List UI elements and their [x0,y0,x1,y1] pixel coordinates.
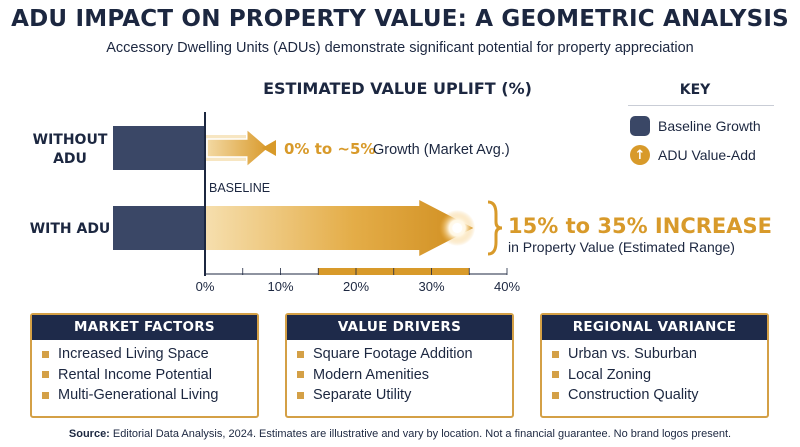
annotation-without-adu-text: Growth (Market Avg.) [373,142,510,158]
list-item-text: Local Zoning [568,366,652,383]
bullet-icon [42,371,49,379]
x-tick-label: 40% [494,279,520,294]
list-item-text: Construction Quality [568,387,699,404]
legend-label-baseline: Baseline Growth [658,118,761,134]
list-item-text: Rental Income Potential [58,366,212,383]
list-item-text: Increased Living Space [58,346,209,363]
list-item: Modern Amenities [297,365,512,386]
source-label: Source: [68,428,110,440]
bullet-icon [552,391,559,399]
page-title: ADU IMPACT ON PROPERTY VALUE: A GEOMETRI… [11,6,789,32]
baseline-bar-with-adu [113,206,205,250]
baseline-swatch-icon [630,116,650,136]
bullet-icon [297,350,304,358]
annotation-with-adu-text: in Property Value (Estimated Range) [508,239,735,255]
list-item: Urban vs. Suburban [552,344,767,365]
chart-title: ESTIMATED VALUE UPLIFT (%) [263,79,532,98]
bullet-icon [552,371,559,379]
list-item: Multi-Generational Living [42,385,257,406]
bullet-icon [297,371,304,379]
list-item: Construction Quality [552,385,767,406]
adu-arrow-with-adu [205,200,474,256]
list-item: Increased Living Space [42,344,257,365]
baseline-label: BASELINE [209,181,270,195]
value-uplift-chart: WITHOUT ADU WITH ADU 0% to ~5% Growth (Mark… [30,112,772,294]
page-subtitle: Accessory Dwelling Units (ADUs) demonstr… [106,40,694,56]
category-label-without-adu-line1: WITHOUT [33,132,108,148]
source-note: Source: Editorial Data Analysis, 2024. E… [0,428,800,440]
annotation-pointer-icon [262,140,276,156]
bullet-icon [297,391,304,399]
range-bracket-icon [487,200,503,256]
bullet-icon [42,391,49,399]
legend-divider [628,105,774,106]
panel-market-factors: MARKET FACTORS Increased Living Space Re… [30,313,259,418]
x-tick-label: 30% [418,279,444,294]
panel-regional-variance: REGIONAL VARIANCE Urban vs. Suburban Loc… [540,313,769,418]
legend-item-adu: ↑ ADU Value-Add [630,143,756,167]
legend-item-baseline: Baseline Growth [630,114,761,138]
list-item-text: Multi-Generational Living [58,387,219,404]
arrow-glow-core-icon [452,223,463,233]
bullet-icon [42,350,49,358]
list-item-text: Modern Amenities [313,366,430,383]
x-tick-label: 20% [343,279,369,294]
source-text: Editorial Data Analysis, 2024. Estimates… [109,428,732,440]
list-item-text: Separate Utility [313,387,412,404]
list-item: Local Zoning [552,365,767,386]
up-arrow-circle-icon: ↑ [630,145,650,165]
panel-value-drivers: VALUE DRIVERS Square Footage Addition Mo… [285,313,514,418]
annotation-without-adu-highlight: 0% to ~5% [284,140,375,158]
x-tick-label: 0% [196,279,215,294]
list-item-text: Urban vs. Suburban [568,346,697,363]
panel-title: MARKET FACTORS [32,315,257,340]
list-item: Separate Utility [297,385,512,406]
x-tick-label: 10% [267,279,293,294]
list-item: Square Footage Addition [297,344,512,365]
list-item-text: Square Footage Addition [313,346,473,363]
adu-arrow-without-adu [206,127,270,169]
legend-label-adu: ADU Value-Add [658,147,756,163]
list-item: Rental Income Potential [42,365,257,386]
annotation-with-adu-highlight: 15% to 35% INCREASE [508,214,772,238]
legend-title: KEY [679,82,711,98]
panel-title: REGIONAL VARIANCE [542,315,767,340]
baseline-bar-without-adu [113,126,205,170]
panel-title: VALUE DRIVERS [287,315,512,340]
bullet-icon [552,350,559,358]
category-label-with-adu: WITH ADU [30,221,111,237]
category-label-without-adu-line2: ADU [53,151,87,167]
